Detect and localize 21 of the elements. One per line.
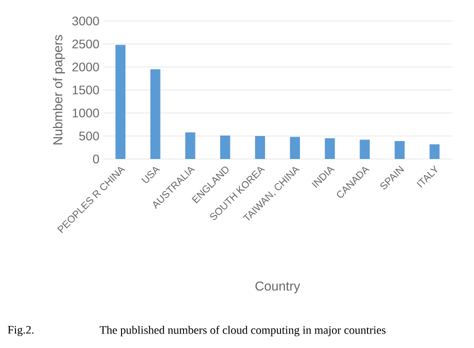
y-tick-label: 2500 (72, 40, 99, 48)
bar (394, 141, 405, 160)
bar (255, 136, 266, 160)
y-tick-label: 500 (79, 132, 99, 140)
y-tick-label: 0 (93, 154, 99, 164)
y-tick-label: 2000 (72, 62, 99, 72)
text: The published numbers of cloud computing in major countries (100, 326, 386, 336)
caption: Fig.2. (8, 326, 34, 336)
bar (115, 44, 126, 160)
bar (430, 144, 440, 160)
x-axis-title: Country (255, 281, 300, 294)
bar (360, 140, 370, 160)
bar (220, 136, 230, 160)
bar (185, 132, 196, 160)
bar (290, 136, 300, 160)
y-tick-label: 1000 (72, 108, 99, 118)
y-axis-title: Nubmber of papers (52, 35, 65, 144)
y-tick-label: 3000 (72, 16, 99, 26)
bar (150, 69, 160, 160)
y-tick-label: 1500 (72, 86, 99, 94)
bar (324, 138, 335, 160)
